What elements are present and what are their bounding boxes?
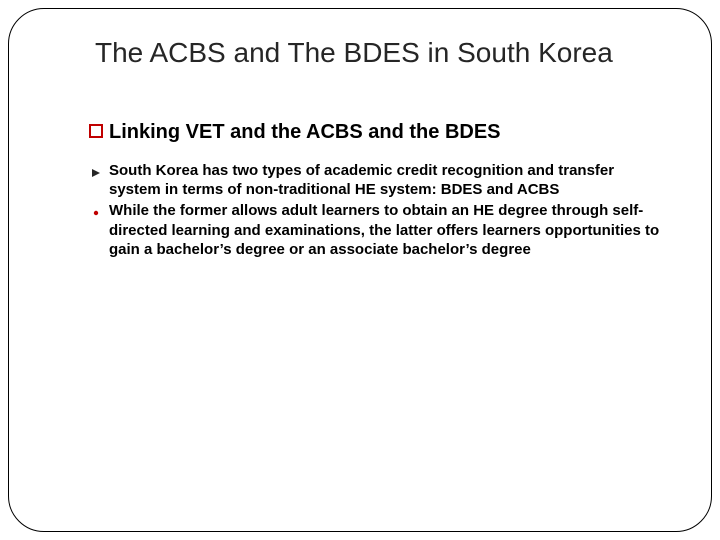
- bullet-text: While the former allows adult learners t…: [109, 201, 667, 259]
- slide-frame: The ACBS and The BDES in South Korea Lin…: [8, 8, 712, 532]
- bullet-list: South Korea has two types of academic cr…: [91, 161, 667, 261]
- list-item: South Korea has two types of academic cr…: [91, 161, 667, 199]
- subtitle-row: Linking VET and the ACBS and the BDES: [89, 121, 671, 144]
- hollow-square-icon: [89, 124, 103, 143]
- subtitle-text: Linking VET and the ACBS and the BDES: [109, 121, 501, 144]
- bullet-text: South Korea has two types of academic cr…: [109, 161, 667, 199]
- disc-icon: [91, 205, 101, 223]
- list-item: While the former allows adult learners t…: [91, 201, 667, 259]
- triangle-icon: [91, 165, 101, 183]
- slide-title: The ACBS and The BDES in South Korea: [95, 37, 681, 69]
